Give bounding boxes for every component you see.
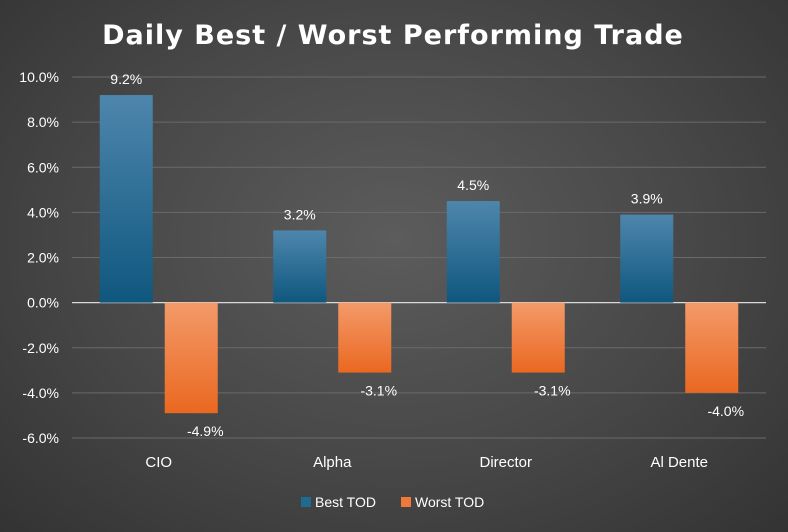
bar-worst-al-dente bbox=[685, 302, 739, 393]
legend[interactable]: Best TOD Worst TOD bbox=[301, 494, 484, 510]
data-label: 4.5% bbox=[457, 177, 489, 193]
bar-best-alpha bbox=[273, 230, 327, 303]
bar-worst-director bbox=[511, 302, 565, 373]
bar-worst-cio bbox=[164, 302, 218, 414]
data-label: -3.1% bbox=[360, 383, 397, 399]
y-tick-label: 4.0% bbox=[27, 204, 59, 220]
y-tick-label: 8.0% bbox=[27, 114, 59, 130]
x-category-label: CIO bbox=[145, 454, 172, 471]
data-label: -3.1% bbox=[534, 383, 571, 399]
bar-best-cio bbox=[99, 95, 153, 303]
legend-swatch bbox=[301, 497, 311, 507]
bar-best-director bbox=[446, 201, 500, 303]
y-tick-label: 0.0% bbox=[27, 295, 59, 311]
data-labels: 9.2% -4.9% 3.2% -3.1% 4.5% -3.1% 3.9% -4.0% bbox=[110, 71, 744, 439]
data-label: 3.2% bbox=[284, 206, 316, 222]
bar-worst-alpha bbox=[338, 302, 392, 373]
y-tick-label: 10.0% bbox=[19, 69, 59, 85]
data-label: -4.0% bbox=[707, 403, 744, 419]
legend-label[interactable]: Worst TOD bbox=[415, 494, 484, 510]
legend-label[interactable]: Best TOD bbox=[315, 494, 376, 510]
bar-best-al-dente bbox=[620, 214, 674, 303]
bars bbox=[99, 95, 739, 414]
y-tick-label: -4.0% bbox=[22, 385, 59, 401]
y-axis: 10.0% 8.0% 6.0% 4.0% 2.0% 0.0% -2.0% -4.0% -6.0% bbox=[19, 69, 59, 446]
data-label: -4.9% bbox=[187, 423, 224, 439]
y-tick-label: 2.0% bbox=[27, 250, 59, 266]
x-category-label: Al Dente bbox=[650, 454, 708, 471]
chart-title: Daily Best / Worst Performing Trade bbox=[102, 20, 684, 51]
x-category-label: Alpha bbox=[313, 454, 352, 471]
y-tick-label: -6.0% bbox=[22, 430, 59, 446]
data-label: 3.9% bbox=[631, 191, 663, 207]
data-label: 9.2% bbox=[110, 71, 142, 87]
y-tick-label: 6.0% bbox=[27, 159, 59, 175]
x-category-label: Director bbox=[479, 454, 532, 471]
x-axis: CIO Alpha Director Al Dente bbox=[145, 454, 708, 471]
legend-swatch bbox=[401, 497, 411, 507]
y-tick-label: -2.0% bbox=[22, 340, 59, 356]
